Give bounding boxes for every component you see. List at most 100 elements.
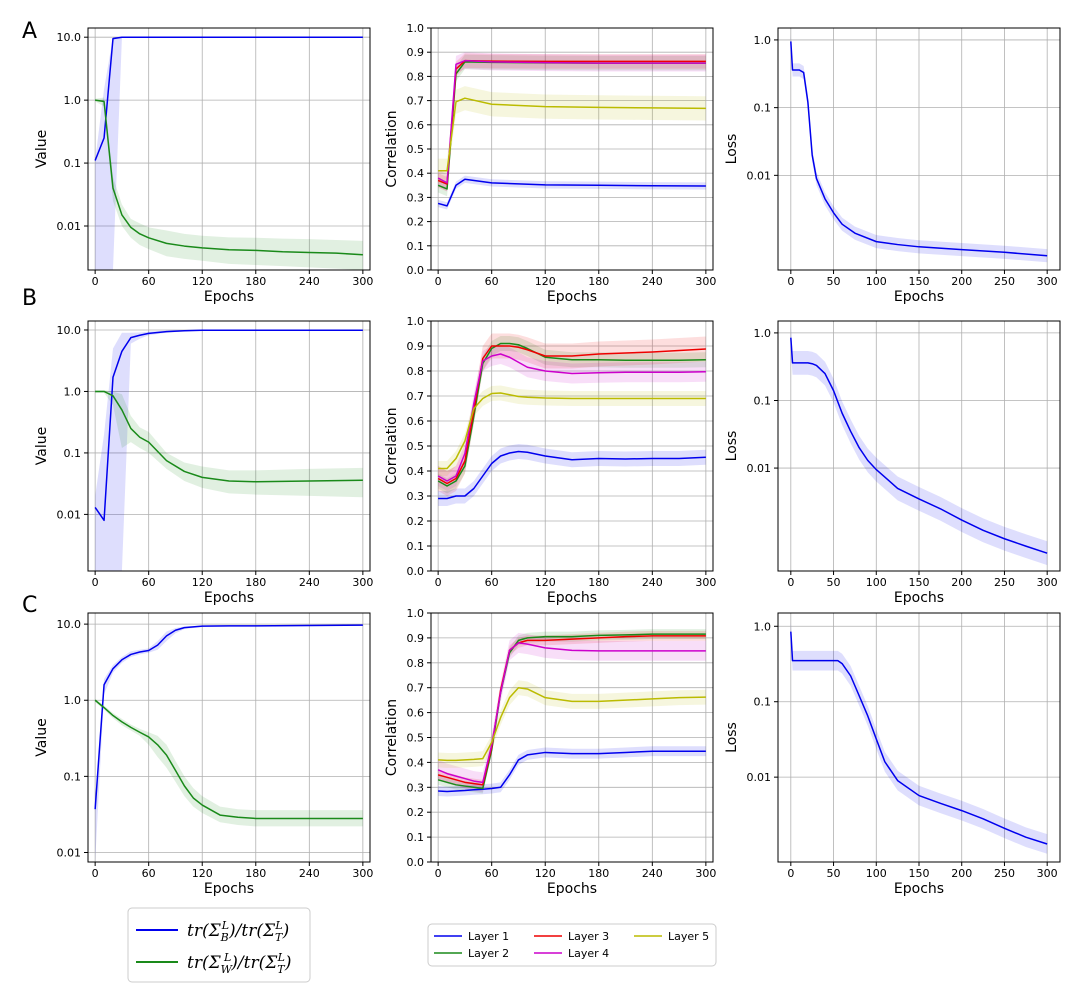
x-tick-label: 0 [787, 576, 794, 589]
series-line-loss [790, 631, 1048, 845]
y-tick-label: 1.0 [64, 385, 82, 398]
axes-frame [87, 320, 371, 572]
x-tick-label: 200 [951, 867, 972, 880]
chart-B-corr: 0 60 120 180 240 300 0.0 0.1 0.2 0.3 0.4 0.5 0.6 0.7 0… [384, 315, 716, 606]
band-layer-4 [438, 52, 706, 192]
y-tick-label: 0.0 [407, 565, 425, 578]
y-axis-label: Value [34, 130, 50, 168]
x-axis-label: Epochs [894, 881, 944, 897]
y-tick-label: 0.01 [57, 508, 82, 521]
series-line-tr-w-l-tr-t-l- [94, 699, 363, 820]
x-tick-label: 60 [142, 275, 156, 288]
x-tick-label: 240 [642, 576, 663, 589]
x-tick-label: 180 [245, 275, 266, 288]
x-tick-label: 300 [352, 576, 373, 589]
y-tick-label: 0.1 [64, 157, 82, 170]
y-tick-label: 0.1 [64, 770, 82, 783]
band-tr-w-l-tr-t-l- [95, 390, 363, 498]
x-tick-label: 180 [588, 275, 609, 288]
band-layer-4 [438, 344, 706, 491]
band-layer-1 [438, 444, 706, 506]
y-tick-label: 0.8 [407, 365, 425, 378]
x-axis-label: Epochs [894, 289, 944, 305]
y-tick-label: 0.3 [407, 781, 425, 794]
axes-frame [87, 612, 371, 863]
x-tick-label: 240 [299, 867, 320, 880]
x-tick-label: 240 [299, 275, 320, 288]
x-tick-label: 150 [909, 275, 930, 288]
x-tick-label: 300 [695, 275, 716, 288]
y-tick-label: 0.5 [407, 732, 425, 745]
series-line-layer-3 [437, 59, 706, 185]
y-tick-label: 0.8 [407, 657, 425, 670]
y-tick-label: 0.7 [407, 682, 425, 695]
y-tick-label: 1.0 [407, 315, 425, 328]
chart-A-ratio: 0 60 120 180 240 300 0.01 0.1 1.0 10.0 Epochs Value [34, 27, 373, 305]
series-line-layer-2 [437, 61, 706, 190]
band-layer-1 [438, 746, 706, 797]
y-tick-label: 1.0 [407, 607, 425, 620]
x-tick-label: 300 [1037, 576, 1058, 589]
y-tick-label: 0.2 [407, 216, 425, 229]
y-tick-label: 0.5 [407, 143, 425, 156]
x-tick-label: 180 [588, 867, 609, 880]
y-tick-label: 1.0 [64, 94, 82, 107]
band-loss [790, 621, 1048, 854]
chart-C-corr: 0 60 120 180 240 300 0.0 0.1 0.2 0.3 0.4 0.5 0.6 0.7 0… [384, 607, 716, 897]
series-line-layer-5 [438, 686, 706, 762]
y-tick-label: 0.4 [407, 465, 425, 478]
x-tick-label: 300 [695, 867, 716, 880]
y-tick-label: 0.9 [407, 46, 425, 59]
y-axis-label: Loss [724, 431, 740, 462]
x-tick-label: 180 [588, 576, 609, 589]
x-tick-label: 120 [535, 275, 556, 288]
x-axis-label: Epochs [204, 289, 254, 305]
plot-area [94, 624, 363, 862]
band-layer-3 [438, 333, 706, 496]
chart-C-ratio: 0 60 120 180 240 300 0.01 0.1 1.0 10.0 Epochs Value [34, 612, 373, 897]
x-tick-label: 60 [485, 275, 499, 288]
y-tick-label: 0.2 [407, 515, 425, 528]
legend-label-layer-1: Layer 1 [468, 930, 509, 943]
y-axis-label: Correlation [384, 407, 400, 484]
y-axis-label: Value [34, 718, 50, 756]
x-tick-label: 0 [435, 576, 442, 589]
y-tick-label: 1.0 [64, 694, 82, 707]
series-line-layer-1 [437, 178, 706, 207]
y-tick-label: 0.1 [407, 831, 425, 844]
chart-grid: 0 60 120 180 240 300 0.01 0.1 1.0 10.0 Epochs Value… [34, 22, 1061, 897]
plot-area [790, 34, 1048, 263]
series-line-layer-4 [437, 353, 706, 482]
x-tick-label: 300 [352, 275, 373, 288]
x-tick-label: 60 [142, 867, 156, 880]
legend-layers: Layer 1 Layer 2 Layer 3 Layer 4 Layer 5 [427, 923, 717, 967]
x-tick-label: 250 [994, 275, 1015, 288]
series-line-layer-1 [438, 750, 706, 793]
series-line-layer-1 [438, 450, 706, 500]
x-tick-label: 50 [827, 275, 841, 288]
series-line-layer-5 [438, 392, 706, 470]
axes-frame [87, 27, 371, 271]
legend-layers-frame [427, 923, 717, 967]
series-line-loss [790, 41, 1048, 257]
x-tick-label: 60 [142, 576, 156, 589]
x-tick-label: 250 [994, 576, 1015, 589]
y-tick-label: 0.7 [407, 390, 425, 403]
y-tick-label: 0.01 [57, 220, 82, 233]
plot-area [437, 629, 706, 797]
x-axis-label: Epochs [547, 590, 597, 606]
x-tick-label: 120 [535, 576, 556, 589]
plot-area [790, 325, 1048, 566]
series-line-loss [790, 337, 1048, 554]
legend-ratio: tr(ΣBL)/tr(ΣTL) tr(ΣWL)/tr(ΣTL) [127, 907, 311, 983]
x-tick-label: 200 [951, 576, 972, 589]
series-line-tr-b-l-tr-t-l- [94, 36, 363, 161]
x-tick-label: 300 [352, 867, 373, 880]
x-tick-label: 150 [909, 867, 930, 880]
x-tick-label: 100 [866, 576, 887, 589]
chart-C-loss: 0 50 100 150 200 250 300 0.01 0.1 1.0 Epochs Loss [724, 612, 1061, 897]
y-tick-label: 0.1 [64, 447, 82, 460]
series-line-layer-3 [437, 345, 706, 485]
y-tick-label: 0.6 [407, 119, 425, 132]
x-tick-label: 60 [485, 576, 499, 589]
